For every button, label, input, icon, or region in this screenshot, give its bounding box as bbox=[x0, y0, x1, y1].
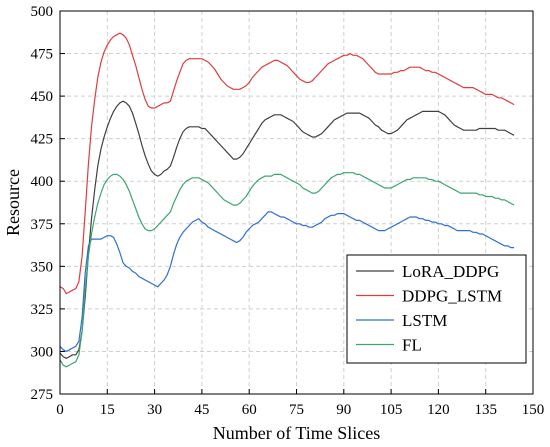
x-tick-label: 0 bbox=[56, 402, 64, 418]
y-tick-label: 275 bbox=[31, 387, 54, 403]
x-tick-label: 15 bbox=[100, 402, 115, 418]
y-axis-title: Resource bbox=[3, 169, 23, 236]
y-tick-label: 350 bbox=[31, 259, 54, 275]
series-lines bbox=[59, 32, 515, 368]
series-line-lora-ddpg bbox=[59, 100, 515, 359]
y-tick-label: 400 bbox=[31, 174, 54, 190]
x-tick-label: 75 bbox=[289, 402, 304, 418]
tick-labels: 0 15 30 45 60 75 90 105 120 135 150 275 300 325 350 375… bbox=[31, 4, 545, 418]
x-tick-label: 90 bbox=[336, 402, 351, 418]
series-line-fl bbox=[59, 172, 515, 368]
x-tick-label: 45 bbox=[194, 402, 209, 418]
grid-lines bbox=[60, 11, 533, 394]
y-tick-label: 475 bbox=[31, 47, 54, 63]
y-tick-label: 425 bbox=[31, 132, 54, 148]
x-tick-label: 135 bbox=[474, 402, 497, 418]
x-tick-label: 150 bbox=[522, 402, 545, 418]
legend-label-lora-ddpg: LoRA_DDPG bbox=[402, 262, 499, 281]
y-tick-label: 325 bbox=[31, 302, 54, 318]
legend-label-lstm: LSTM bbox=[402, 311, 447, 330]
legend-label-fl: FL bbox=[402, 336, 422, 355]
x-tick-label: 105 bbox=[380, 402, 403, 418]
x-axis-title: Number of Time Slices bbox=[213, 423, 381, 443]
series-line-lstm bbox=[59, 211, 515, 352]
series-line-ddpg-lstm bbox=[59, 32, 515, 295]
x-tick-label: 60 bbox=[242, 402, 257, 418]
plot-area-frame bbox=[59, 10, 534, 395]
x-tick-label: 120 bbox=[427, 402, 450, 418]
y-tick-label: 450 bbox=[31, 89, 54, 105]
y-tick-label: 300 bbox=[31, 344, 54, 360]
legend-label-ddpg-lstm: DDPG_LSTM bbox=[402, 287, 502, 306]
x-tick-label: 30 bbox=[147, 402, 162, 418]
y-tick-label: 375 bbox=[31, 217, 54, 233]
legend: LoRA_DDPG DDPG_LSTM LSTM FL bbox=[346, 254, 527, 364]
y-tick-label: 500 bbox=[31, 4, 54, 20]
